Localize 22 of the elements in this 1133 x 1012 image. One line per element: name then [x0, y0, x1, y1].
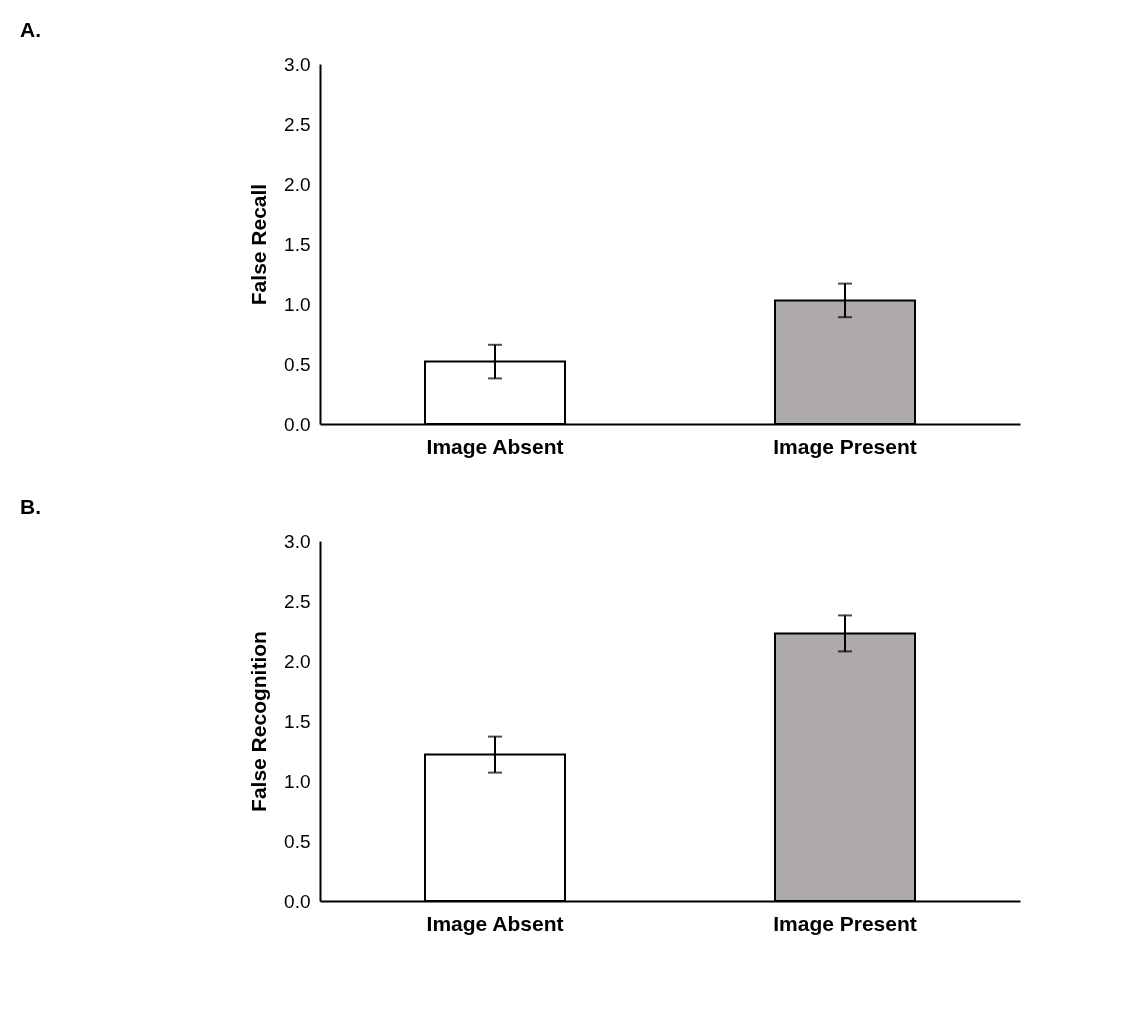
y-tick-label: 1.5: [284, 233, 311, 255]
y-tick-label: 0.0: [284, 413, 311, 435]
y-tick-label: 2.5: [284, 113, 311, 135]
x-tick-label: Image Absent: [426, 434, 564, 458]
y-tick-label: 3.0: [284, 530, 311, 552]
y-tick-label: 3.0: [284, 53, 311, 75]
x-tick-label: Image Present: [773, 911, 917, 935]
y-tick-label: 0.0: [284, 890, 311, 912]
x-tick-label: Image Present: [773, 434, 917, 458]
y-tick-label: 0.5: [284, 353, 311, 375]
text: A.: [20, 18, 41, 41]
y-tick-label: 2.5: [284, 590, 311, 612]
y-tick-label: 2.0: [284, 650, 311, 672]
y-axis-title: False Recall: [247, 183, 271, 306]
y-axis-title: False Recognition: [247, 631, 271, 812]
y-tick-label: 1.5: [284, 710, 311, 732]
text: B.: [20, 495, 41, 518]
y-tick-label: 1.0: [284, 770, 311, 792]
y-tick-label: 2.0: [284, 173, 311, 195]
x-tick-label: Image Absent: [426, 911, 564, 935]
y-tick-label: 1.0: [284, 293, 311, 315]
y-tick-label: 0.5: [284, 830, 311, 852]
